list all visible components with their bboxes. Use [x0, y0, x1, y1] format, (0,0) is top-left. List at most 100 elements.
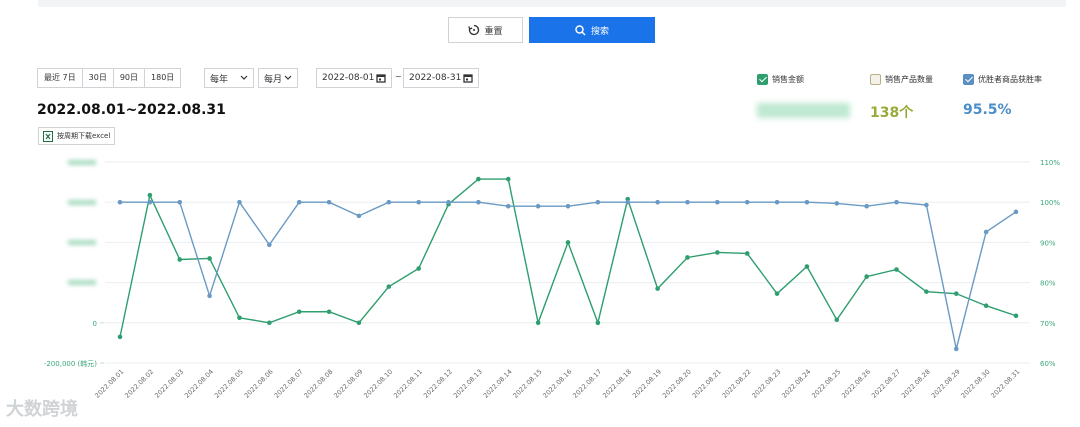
point: [117, 334, 123, 340]
x-tick-label: 2022.08.27: [870, 368, 902, 400]
point: [1013, 209, 1019, 215]
x-tick-label: 2022.08.30: [960, 368, 992, 400]
x-tick-label: 2022.08.03: [153, 368, 185, 400]
metric-toggle[interactable]: 销售产品数量: [870, 74, 933, 85]
point: [625, 199, 631, 205]
checkbox: [963, 74, 974, 85]
point: [953, 346, 959, 352]
x-tick-label: 2022.08.04: [183, 368, 215, 400]
y2-tick-label: 60%: [1040, 360, 1056, 368]
point: [117, 199, 123, 205]
chevron: [240, 75, 248, 80]
series-line: [120, 200, 1017, 350]
end-date[interactable]: 2022-08-31: [403, 68, 479, 88]
watermark-text: 大数跨境: [6, 399, 78, 420]
download-label: 按周期下载excel: [57, 132, 111, 140]
x-tick-label: 2022.08.01: [93, 368, 125, 400]
point: [894, 267, 899, 272]
excel-icon: [43, 130, 53, 142]
calendar-icon: [376, 74, 386, 83]
range-button[interactable]: 180日: [144, 68, 182, 88]
point: [476, 199, 481, 205]
point: [356, 213, 362, 219]
x-tick-label: 2022.08.29: [930, 368, 962, 400]
point: [446, 199, 451, 205]
point: [416, 266, 421, 271]
y2-tick-label: 100%: [1040, 199, 1060, 207]
x-tick-label: 2022.08.22: [721, 368, 753, 400]
chevron: [284, 75, 292, 80]
range-group: 最近 7日 30日 90日 180日: [37, 68, 182, 88]
x-tick-label: 2022.08.02: [123, 368, 155, 400]
year-label: 每年: [210, 74, 229, 85]
calendar-icon: [463, 74, 473, 83]
point: [237, 315, 242, 321]
point: [983, 303, 989, 309]
point: [864, 203, 869, 209]
point: [147, 199, 153, 205]
point: [207, 293, 212, 299]
y-tick-label: -200,000 (韩元): [44, 359, 97, 368]
x-tick-label: 2022.08.08: [303, 368, 335, 400]
metric-toggle[interactable]: 销售金额: [757, 74, 804, 85]
toggle-label: 销售产品数量: [885, 75, 933, 84]
point: [416, 199, 421, 205]
rate-metric: 95.5%: [963, 102, 1012, 118]
period-title: 2022.08.01~2022.08.31: [37, 102, 226, 118]
point: [207, 256, 212, 261]
point: [715, 250, 720, 255]
x-tick-label: 2022.08.06: [243, 368, 275, 400]
x-tick-label: 2022.08.17: [571, 368, 603, 400]
point: [894, 199, 899, 205]
start-date[interactable]: 2022-08-01: [316, 68, 392, 88]
point: [296, 199, 302, 205]
blurred-amount: [757, 103, 850, 118]
toggle-label: 优胜者商品获胜率: [978, 75, 1042, 84]
reset-label: 重置: [484, 26, 503, 37]
point: [267, 320, 272, 326]
year-select[interactable]: 每年: [204, 68, 254, 88]
y2-tick-label: 70%: [1040, 320, 1056, 328]
x-tick-label: 2022.08.21: [691, 368, 723, 400]
month-select[interactable]: 每月: [258, 68, 298, 88]
x-tick-label: 2022.08.09: [332, 368, 364, 400]
y-tick-label: 0: [93, 320, 97, 328]
end-date-text: 2022-08-31: [409, 73, 462, 83]
point: [804, 264, 810, 269]
point: [267, 242, 272, 248]
point: [834, 317, 840, 323]
point: [655, 286, 660, 291]
point: [565, 240, 571, 245]
metric-toggle[interactable]: 优胜者商品获胜率: [963, 74, 1042, 85]
x-tick-label: 2022.08.10: [362, 368, 394, 400]
point: [774, 199, 780, 205]
x-tick-label: 2022.08.12: [422, 368, 454, 400]
point: [685, 255, 690, 260]
point: [1013, 313, 1019, 319]
point: [326, 199, 332, 205]
point: [535, 203, 541, 209]
x-tick-label: 2022.08.24: [780, 368, 812, 400]
top-card: [38, 0, 1066, 7]
point: [326, 309, 332, 315]
point: [924, 289, 929, 294]
point: [744, 251, 750, 256]
download-button[interactable]: 按周期下载excel: [38, 127, 116, 145]
point: [834, 201, 840, 206]
point: [505, 176, 511, 182]
x-tick-label: 2022.08.20: [661, 368, 693, 400]
reset-button[interactable]: 重置: [448, 17, 523, 43]
y2-tick-label: 90%: [1040, 239, 1056, 247]
x-tick-label: 2022.08.05: [213, 368, 245, 400]
point: [147, 192, 153, 198]
start-date-text: 2022-08-01: [322, 73, 375, 83]
point: [864, 274, 869, 279]
point: [685, 199, 690, 205]
search-button[interactable]: 搜索: [529, 17, 655, 43]
toggle-label: 销售金额: [772, 75, 804, 84]
point: [565, 203, 571, 209]
point: [953, 291, 959, 296]
point: [177, 199, 183, 205]
watermark: 大数跨境: [6, 395, 78, 421]
